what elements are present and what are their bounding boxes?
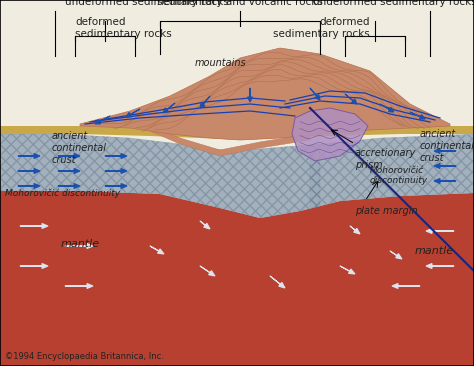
FancyArrow shape xyxy=(247,88,253,102)
Text: ancient
continental
crust: ancient continental crust xyxy=(420,130,474,163)
Polygon shape xyxy=(292,108,368,161)
FancyArrow shape xyxy=(18,153,40,158)
Polygon shape xyxy=(0,191,474,366)
FancyArrow shape xyxy=(65,243,93,249)
Text: ©1994 Encyclopaedia Britannica, Inc.: ©1994 Encyclopaedia Britannica, Inc. xyxy=(5,352,164,361)
Text: mantle: mantle xyxy=(61,239,100,249)
FancyArrow shape xyxy=(434,149,456,153)
Text: Mohorovičić
discontinuity: Mohorovičić discontinuity xyxy=(370,166,428,186)
FancyArrow shape xyxy=(345,94,357,104)
Text: deformed
sedimentary rocks: deformed sedimentary rocks xyxy=(75,17,172,38)
FancyArrow shape xyxy=(410,112,425,119)
Text: undeformed sedimentary rocks: undeformed sedimentary rocks xyxy=(65,0,229,7)
FancyArrow shape xyxy=(18,183,40,188)
FancyArrow shape xyxy=(200,221,210,229)
FancyArrow shape xyxy=(95,116,110,124)
FancyArrow shape xyxy=(380,104,394,112)
FancyArrow shape xyxy=(426,228,454,234)
FancyArrow shape xyxy=(163,103,175,113)
FancyArrow shape xyxy=(105,183,127,188)
Polygon shape xyxy=(0,126,474,140)
FancyArrow shape xyxy=(270,276,285,288)
FancyArrow shape xyxy=(20,224,48,228)
Polygon shape xyxy=(150,126,310,156)
FancyArrow shape xyxy=(340,266,355,274)
FancyArrow shape xyxy=(310,88,320,100)
FancyArrow shape xyxy=(150,246,164,254)
Text: deformed and metamorphosed
sedimentary and volcanic rocks: deformed and metamorphosed sedimentary a… xyxy=(157,0,323,7)
Text: mantle: mantle xyxy=(415,246,454,256)
FancyArrow shape xyxy=(65,284,93,288)
FancyArrow shape xyxy=(58,183,80,188)
FancyArrow shape xyxy=(390,251,402,259)
Text: undeformed sedimentary rocks: undeformed sedimentary rocks xyxy=(313,0,474,7)
FancyArrow shape xyxy=(434,164,456,168)
FancyArrow shape xyxy=(126,109,140,117)
FancyArrow shape xyxy=(434,179,456,183)
FancyArrow shape xyxy=(200,266,215,276)
FancyArrow shape xyxy=(105,153,127,158)
Polygon shape xyxy=(0,134,320,218)
FancyArrow shape xyxy=(200,96,210,108)
Polygon shape xyxy=(80,48,450,140)
Polygon shape xyxy=(310,134,474,209)
FancyArrow shape xyxy=(350,226,360,234)
Text: Mohorovičić discontinuity: Mohorovičić discontinuity xyxy=(5,189,120,198)
Text: deformed
sedimentary rocks: deformed sedimentary rocks xyxy=(273,17,370,38)
FancyArrow shape xyxy=(392,284,420,288)
Text: mountains: mountains xyxy=(195,58,246,68)
Text: plate margin: plate margin xyxy=(355,206,418,216)
FancyArrow shape xyxy=(20,264,48,269)
FancyArrow shape xyxy=(18,168,40,173)
Text: ancient
continental
crust: ancient continental crust xyxy=(52,131,107,165)
FancyArrow shape xyxy=(105,168,127,173)
FancyArrow shape xyxy=(58,153,80,158)
FancyArrow shape xyxy=(58,168,80,173)
FancyArrow shape xyxy=(426,264,454,269)
Text: accretionary
prism: accretionary prism xyxy=(355,148,416,169)
